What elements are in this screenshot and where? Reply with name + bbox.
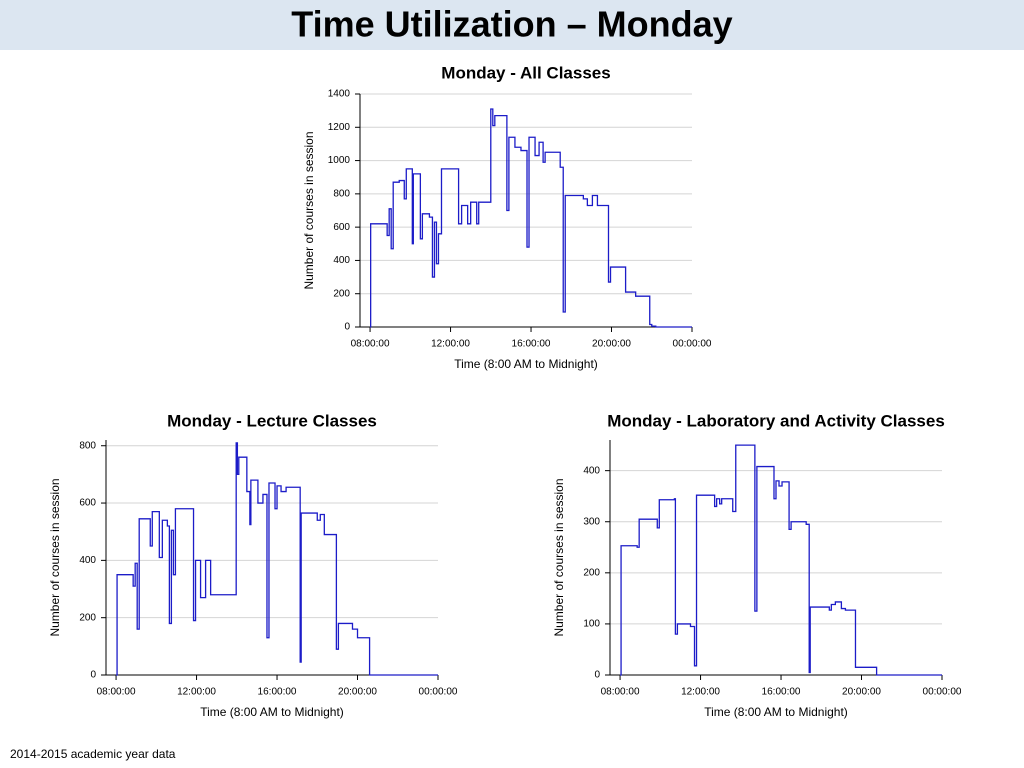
x-tick-label: 00:00:00 [923, 687, 962, 698]
y-tick-label: 0 [594, 670, 600, 681]
x-tick-label: 20:00:00 [842, 687, 881, 698]
x-tick-label: 20:00:00 [338, 687, 377, 698]
y-tick-label: 200 [583, 567, 600, 578]
x-tick-label: 12:00:00 [431, 339, 470, 350]
chart-title: Monday - Lecture Classes [167, 411, 377, 430]
slide-title: Time Utilization – Monday [291, 4, 732, 45]
y-tick-label: 1000 [328, 155, 351, 166]
x-tick-label: 16:00:00 [762, 687, 801, 698]
footer-note: 2014-2015 academic year data [10, 747, 176, 761]
y-tick-label: 600 [333, 222, 350, 233]
y-tick-label: 200 [79, 612, 96, 623]
x-tick-label: 16:00:00 [258, 687, 297, 698]
y-tick-label: 400 [583, 465, 600, 476]
header-band [0, 0, 1024, 50]
series-line [116, 442, 438, 676]
x-tick-label: 00:00:00 [419, 687, 458, 698]
y-tick-label: 1400 [328, 89, 351, 100]
y-axis-label: Number of courses in session [48, 478, 62, 636]
y-tick-label: 100 [583, 619, 600, 630]
y-axis-label: Number of courses in session [302, 131, 316, 289]
series-line [370, 108, 692, 328]
x-tick-label: 12:00:00 [681, 687, 720, 698]
x-tick-label: 08:00:00 [351, 339, 390, 350]
x-axis-label: Time (8:00 AM to Midnight) [454, 357, 598, 371]
series-line [620, 444, 942, 676]
y-axis-label: Number of courses in session [552, 478, 566, 636]
y-tick-label: 200 [333, 288, 350, 299]
y-tick-label: 800 [333, 188, 350, 199]
y-tick-label: 0 [90, 670, 96, 681]
x-tick-label: 20:00:00 [592, 339, 631, 350]
chart-title: Monday - All Classes [441, 63, 610, 82]
x-axis-label: Time (8:00 AM to Midnight) [200, 705, 344, 719]
y-tick-label: 600 [79, 498, 96, 509]
x-axis-label: Time (8:00 AM to Midnight) [704, 705, 848, 719]
y-tick-label: 0 [344, 322, 350, 333]
y-tick-label: 1200 [328, 122, 351, 133]
x-tick-label: 16:00:00 [512, 339, 551, 350]
y-tick-label: 800 [79, 440, 96, 451]
y-tick-label: 400 [333, 255, 350, 266]
y-tick-label: 300 [583, 516, 600, 527]
chart-title: Monday - Laboratory and Activity Classes [607, 411, 945, 430]
y-tick-label: 400 [79, 555, 96, 566]
x-tick-label: 12:00:00 [177, 687, 216, 698]
x-tick-label: 08:00:00 [97, 687, 136, 698]
x-tick-label: 00:00:00 [673, 339, 712, 350]
x-tick-label: 08:00:00 [601, 687, 640, 698]
